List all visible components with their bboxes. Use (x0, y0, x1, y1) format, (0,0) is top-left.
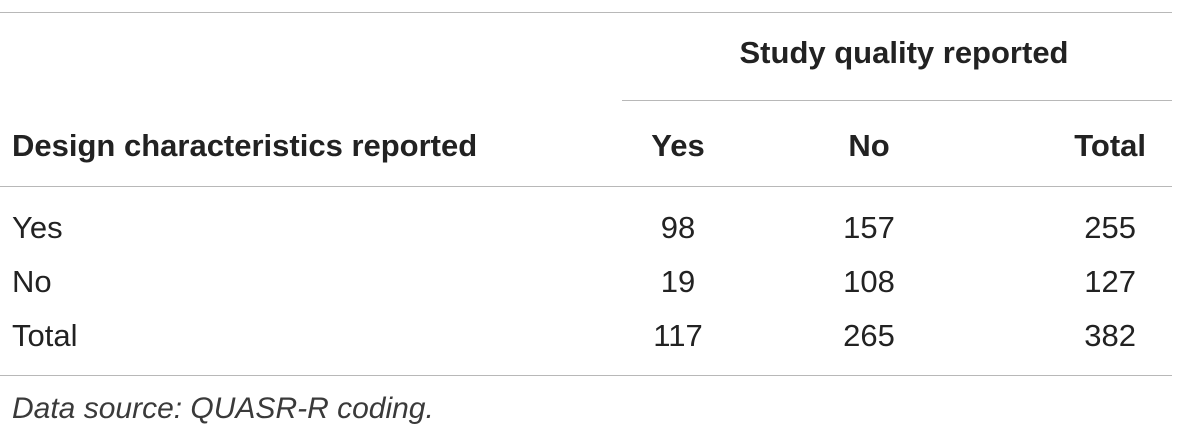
column-header-total: Total (1074, 128, 1146, 163)
table-cell: 382 (1084, 318, 1136, 353)
table-bottom-rule (0, 375, 1172, 376)
table-top-rule (0, 12, 1172, 13)
header-rule (0, 186, 1172, 187)
table-cell: 108 (843, 264, 895, 299)
table-footnote: Data source: QUASR-R coding. (12, 392, 434, 425)
column-group-rule (622, 100, 1172, 101)
column-group-header: Study quality reported (739, 35, 1069, 70)
row-header-label: Design characteristics reported (12, 128, 478, 163)
table-cell: 265 (843, 318, 895, 353)
table-cell: 157 (843, 210, 895, 245)
table-cell: 117 (653, 318, 703, 353)
row-label-total: Total (12, 318, 78, 353)
table-cell: 127 (1084, 264, 1136, 299)
column-header-no: No (848, 128, 890, 163)
table-cell: 19 (660, 264, 696, 299)
table-cell: 255 (1084, 210, 1136, 245)
column-header-yes: Yes (651, 128, 705, 163)
table-cell: 98 (660, 210, 696, 245)
row-label-yes: Yes (12, 210, 63, 245)
row-label-no: No (12, 264, 52, 299)
